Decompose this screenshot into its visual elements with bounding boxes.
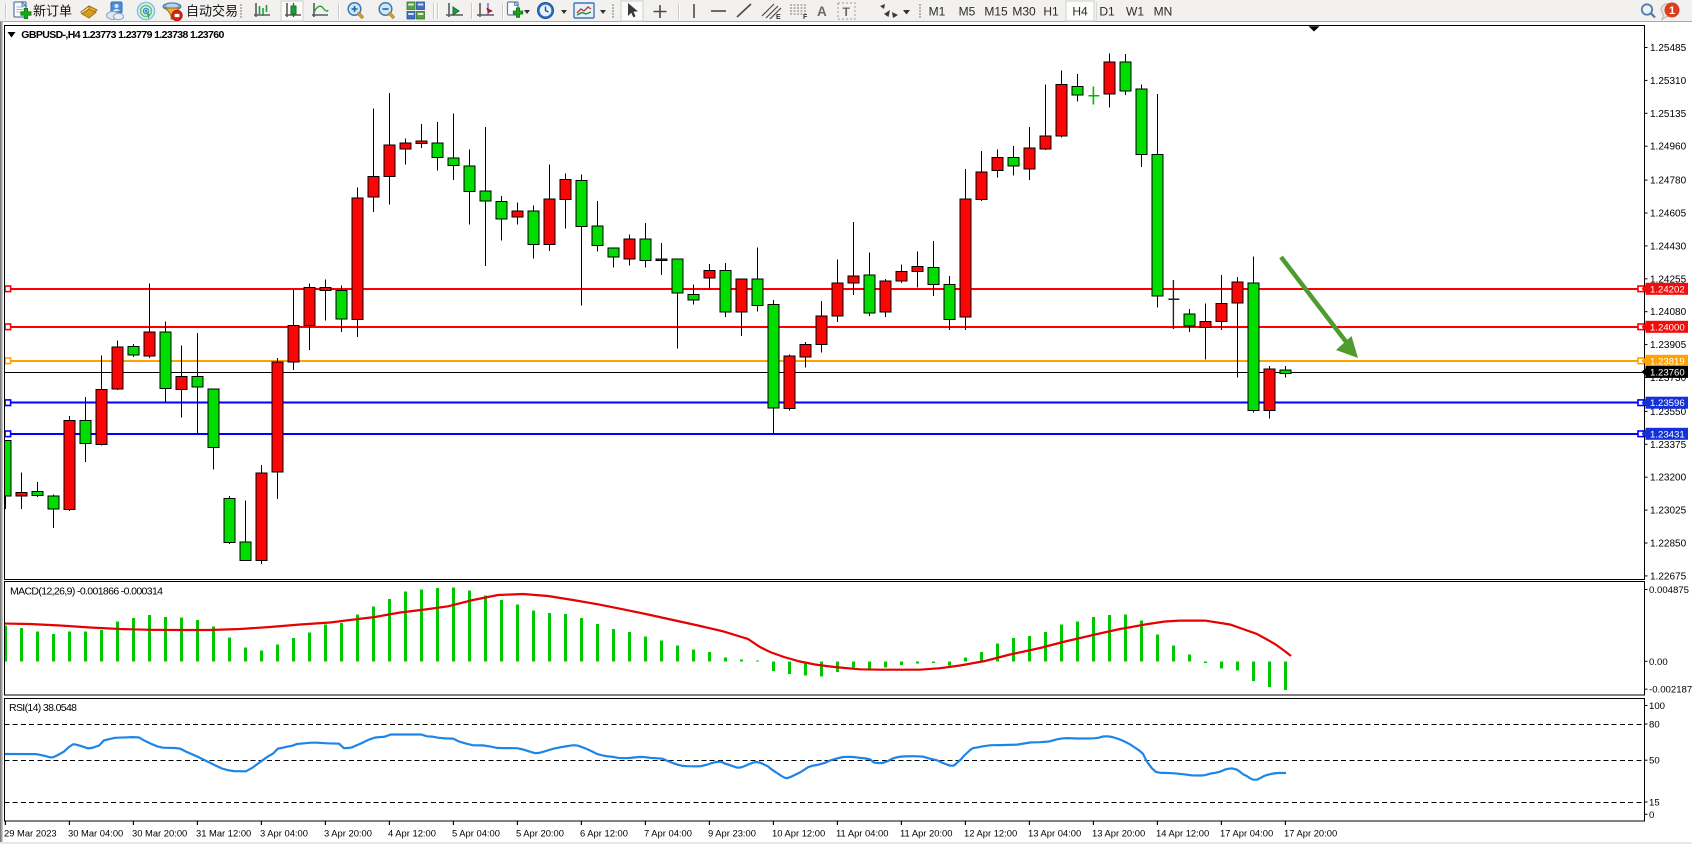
svg-text:W1: W1: [1126, 5, 1144, 19]
svg-text:A: A: [817, 4, 827, 19]
svg-text:T: T: [843, 5, 851, 19]
svg-text:15: 15: [1649, 798, 1660, 809]
svg-text:11 Apr 20:00: 11 Apr 20:00: [900, 828, 952, 839]
svg-text:GBPUSD-,H4 1.23773 1.23779 1.: GBPUSD-,H4 1.23773 1.23779 1.23738 1.237…: [21, 29, 224, 41]
svg-text:3 Apr 20:00: 3 Apr 20:00: [324, 828, 372, 839]
svg-text:10 Apr 12:00: 10 Apr 12:00: [772, 828, 825, 839]
svg-text:1.23550: 1.23550: [1650, 407, 1687, 418]
svg-text:1.23200: 1.23200: [1650, 473, 1687, 484]
svg-text:F: F: [803, 14, 808, 21]
svg-text:50: 50: [1649, 756, 1660, 767]
svg-text:6 Apr 12:00: 6 Apr 12:00: [580, 828, 628, 839]
svg-text:1.22675: 1.22675: [1650, 571, 1687, 582]
svg-text:MACD(12,26,9) -0.001866 -0.000: MACD(12,26,9) -0.001866 -0.000314: [10, 586, 163, 598]
svg-text:M5: M5: [959, 5, 976, 19]
svg-text:1.24000: 1.24000: [1650, 322, 1685, 333]
svg-text:RSI(14) 38.0548: RSI(14) 38.0548: [9, 702, 77, 714]
svg-text:1.24960: 1.24960: [1650, 142, 1687, 153]
svg-text:1.24080: 1.24080: [1650, 307, 1687, 318]
svg-text:H1: H1: [1043, 5, 1059, 19]
svg-text:M1: M1: [929, 5, 946, 19]
svg-text:4 Apr 12:00: 4 Apr 12:00: [388, 828, 436, 839]
svg-text:1.23596: 1.23596: [1650, 398, 1685, 409]
svg-text:100: 100: [1649, 701, 1665, 712]
svg-text:1.23905: 1.23905: [1650, 340, 1687, 351]
svg-text:5 Apr 20:00: 5 Apr 20:00: [516, 828, 564, 839]
svg-text:M30: M30: [1012, 5, 1036, 19]
svg-text:1.24255: 1.24255: [1650, 274, 1687, 285]
svg-text:1.25310: 1.25310: [1650, 76, 1687, 87]
svg-text:3 Apr 04:00: 3 Apr 04:00: [260, 828, 308, 839]
svg-text:1: 1: [1669, 5, 1675, 17]
svg-text:0.004875: 0.004875: [1649, 585, 1689, 596]
svg-text:新订单: 新订单: [33, 4, 72, 19]
svg-text:-0.002187: -0.002187: [1649, 685, 1692, 696]
svg-text:1.23431: 1.23431: [1650, 429, 1685, 440]
svg-text:1.24605: 1.24605: [1650, 209, 1687, 220]
svg-text:12 Apr 12:00: 12 Apr 12:00: [964, 828, 1017, 839]
svg-text:14 Apr 12:00: 14 Apr 12:00: [1156, 828, 1209, 839]
svg-text:9 Apr 23:00: 9 Apr 23:00: [708, 828, 756, 839]
svg-text:5 Apr 04:00: 5 Apr 04:00: [452, 828, 500, 839]
svg-text:1.23819: 1.23819: [1650, 356, 1685, 367]
svg-text:80: 80: [1649, 720, 1660, 731]
svg-text:31 Mar 12:00: 31 Mar 12:00: [196, 828, 251, 839]
svg-text:17 Apr 20:00: 17 Apr 20:00: [1284, 828, 1337, 839]
svg-text:M15: M15: [984, 5, 1008, 19]
svg-text:17 Apr 04:00: 17 Apr 04:00: [1220, 828, 1273, 839]
svg-text:13 Apr 20:00: 13 Apr 20:00: [1092, 828, 1145, 839]
svg-text:1.24202: 1.24202: [1650, 284, 1685, 295]
svg-text:1.25135: 1.25135: [1650, 109, 1687, 120]
svg-text:13 Apr 04:00: 13 Apr 04:00: [1028, 828, 1081, 839]
svg-text:自动交易: 自动交易: [186, 4, 238, 19]
svg-text:1.23025: 1.23025: [1650, 506, 1687, 517]
svg-text:1.24780: 1.24780: [1650, 176, 1687, 187]
svg-text:D1: D1: [1099, 5, 1115, 19]
svg-text:1.24430: 1.24430: [1650, 241, 1687, 252]
svg-text:7 Apr 04:00: 7 Apr 04:00: [644, 828, 692, 839]
svg-text:1.25485: 1.25485: [1650, 43, 1687, 54]
svg-text:H4: H4: [1072, 5, 1088, 19]
svg-text:1.23730: 1.23730: [1650, 373, 1687, 384]
svg-text:30 Mar 20:00: 30 Mar 20:00: [132, 828, 187, 839]
svg-text:29 Mar 2023: 29 Mar 2023: [4, 828, 57, 839]
svg-text:0.00: 0.00: [1649, 657, 1668, 668]
svg-text:30 Mar 04:00: 30 Mar 04:00: [68, 828, 123, 839]
svg-text:E: E: [776, 14, 781, 21]
svg-text:MN: MN: [1154, 5, 1173, 19]
svg-text:11 Apr 04:00: 11 Apr 04:00: [836, 828, 888, 839]
svg-text:1.23375: 1.23375: [1650, 440, 1687, 451]
svg-text:1.22850: 1.22850: [1650, 539, 1687, 550]
svg-text:1.23760: 1.23760: [1650, 367, 1685, 378]
svg-text:0: 0: [1649, 810, 1654, 821]
